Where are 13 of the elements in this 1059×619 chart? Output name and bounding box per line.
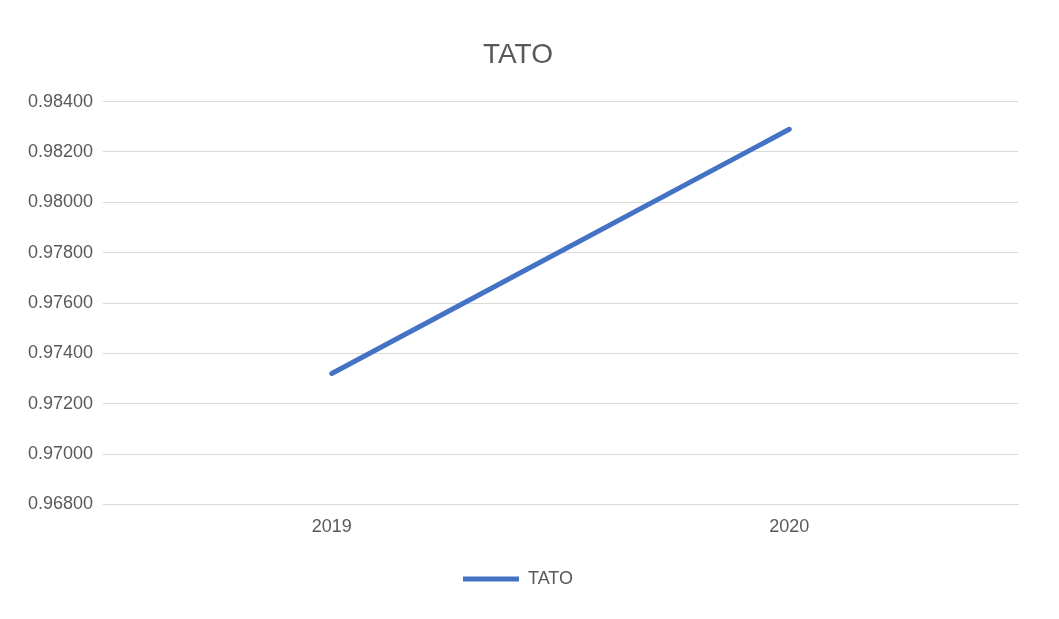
x-tick-label: 2019 xyxy=(311,516,352,537)
y-tick-label: 0.97800 xyxy=(27,241,94,262)
y-tick-label: 0.97400 xyxy=(27,342,94,363)
y-tick-label: 0.98400 xyxy=(27,90,94,111)
y-tick-label: 0.97200 xyxy=(27,392,94,413)
legend-label: TATO xyxy=(528,567,573,588)
chart-title: TATO xyxy=(483,37,553,69)
y-tick-label: 0.96800 xyxy=(27,493,94,514)
y-tick-label: 0.97600 xyxy=(27,291,94,312)
x-tick-label: 2020 xyxy=(769,516,810,537)
y-tick-label: 0.98200 xyxy=(27,140,94,161)
y-tick-label: 0.97000 xyxy=(27,443,94,464)
y-tick-label: 0.98000 xyxy=(27,191,94,212)
